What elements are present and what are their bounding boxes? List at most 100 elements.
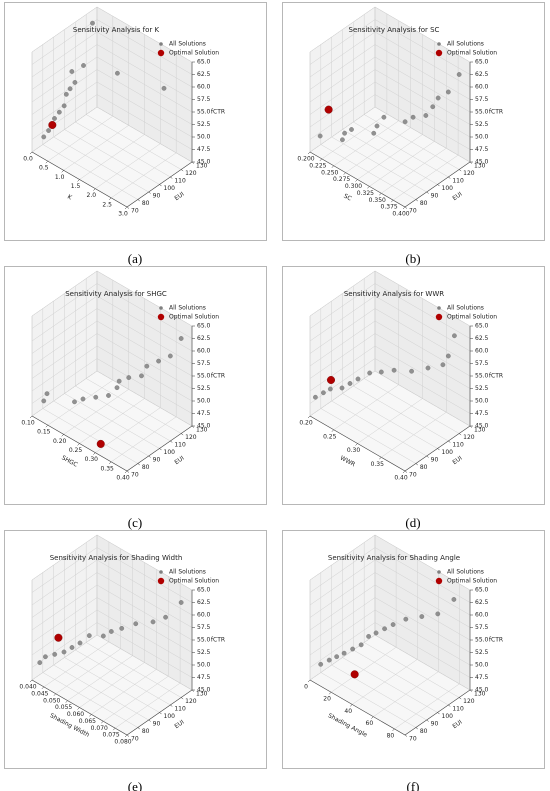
- optimal-point: [350, 670, 359, 679]
- data-point: [114, 385, 120, 391]
- data-point: [390, 622, 396, 627]
- data-point: [46, 128, 51, 133]
- data-point: [326, 657, 332, 663]
- legend-label: Optimal Solution: [169, 314, 219, 321]
- y-tick: [137, 199, 140, 202]
- x-tick: [93, 452, 96, 455]
- z-tick-label: 55.0: [197, 109, 211, 116]
- y-tick: [459, 697, 462, 700]
- x-tick-label: 0.325: [357, 190, 374, 197]
- axis-line: [309, 590, 471, 736]
- chart-title: Sensitivity Analysis for Shading Width: [50, 554, 183, 562]
- z-tick-label: 57.5: [197, 360, 211, 367]
- x-tick-label: 0.30: [85, 456, 99, 463]
- x-tick-label: 0.20: [53, 438, 67, 445]
- y-tick-label: 120: [185, 434, 197, 441]
- x-tick-label: 0.075: [103, 732, 120, 739]
- legend-marker: [157, 49, 165, 57]
- grid-line: [309, 572, 471, 628]
- z-axis-label: fCTR: [489, 373, 503, 380]
- grid-line: [31, 308, 193, 364]
- y-tick-label: 70: [131, 736, 139, 743]
- z-tick-label: 55.0: [197, 373, 211, 380]
- z-tick-label: 50.0: [197, 134, 211, 141]
- y-tick: [181, 697, 184, 700]
- chart-title: Sensitivity Analysis for K: [73, 26, 160, 34]
- y-tick-label: 120: [185, 170, 197, 177]
- x-tick: [61, 434, 64, 437]
- data-point: [321, 390, 326, 396]
- data-point: [402, 119, 408, 125]
- grid-line: [31, 559, 193, 616]
- data-point: [163, 614, 168, 620]
- y-tick-label: 70: [409, 472, 417, 479]
- y-tick: [159, 184, 162, 187]
- z-tick-label: 47.5: [475, 410, 489, 417]
- y-tick-label: 130: [196, 691, 208, 698]
- y-tick: [426, 719, 429, 722]
- x-tick: [89, 714, 92, 717]
- x-tick: [379, 457, 382, 460]
- x-tick: [379, 193, 382, 196]
- z-tick-label: 50.0: [475, 134, 489, 141]
- legend-marker: [159, 42, 163, 46]
- data-point: [67, 86, 73, 92]
- y-tick-label: 130: [196, 427, 208, 434]
- x-tick-label: 0.080: [114, 739, 131, 746]
- y-tick-label: 130: [474, 163, 486, 170]
- y-tick-label: 130: [196, 163, 208, 170]
- y-tick-label: 100: [164, 449, 176, 456]
- x-tick: [402, 206, 406, 210]
- legend-marker: [437, 42, 441, 46]
- y-tick-label: 70: [131, 472, 139, 479]
- y-tick-label: 80: [142, 464, 150, 471]
- y-tick-label: 130: [474, 427, 486, 434]
- y-tick-label: 80: [420, 464, 428, 471]
- data-point: [161, 85, 167, 91]
- z-tick-label: 50.0: [475, 662, 489, 669]
- z-tick-label: 62.5: [475, 71, 489, 78]
- y-axis-label: EUI: [451, 191, 463, 203]
- x-tick: [93, 188, 96, 191]
- x-tick-label: 0.40: [394, 475, 408, 482]
- data-point: [37, 660, 43, 666]
- data-point: [423, 113, 429, 118]
- z-tick-label: 45.0: [197, 159, 211, 166]
- data-point: [80, 396, 86, 402]
- y-axis-label: EUI: [451, 455, 463, 467]
- x-tick: [45, 160, 49, 164]
- x-tick-label: 0.200: [297, 156, 314, 163]
- data-point: [366, 633, 372, 639]
- data-point: [108, 629, 114, 634]
- x-tick: [307, 679, 311, 683]
- chart-title: Sensitivity Analysis for WWR: [344, 290, 444, 298]
- x-tick-label: 1.5: [71, 183, 81, 190]
- grid-line: [309, 283, 471, 339]
- grid-line: [309, 31, 471, 88]
- legend-label: All Solutions: [447, 569, 484, 576]
- x-tick-label: 3.0: [118, 211, 128, 218]
- grid-line: [309, 56, 471, 113]
- data-point: [106, 393, 111, 398]
- x-tick-label: 40: [344, 708, 352, 715]
- x-tick-label: 0.0: [23, 156, 33, 163]
- legend-marker: [157, 577, 165, 585]
- grid-line: [309, 333, 471, 389]
- optimal-point: [48, 120, 57, 129]
- y-tick: [426, 191, 429, 194]
- z-axis-label: fCTR: [211, 109, 225, 116]
- z-tick-label: 47.5: [475, 146, 489, 153]
- data-point: [43, 654, 48, 660]
- y-tick: [448, 440, 451, 443]
- z-tick-label: 60.0: [475, 348, 489, 355]
- grid-line: [31, 283, 193, 339]
- x-tick: [124, 470, 128, 474]
- z-tick-label: 45.0: [197, 687, 211, 694]
- x-tick-label: 0.225: [309, 162, 326, 169]
- legend-label: Optimal Solution: [169, 50, 219, 57]
- data-point: [178, 336, 184, 341]
- z-tick-label: 47.5: [475, 674, 489, 681]
- x-tick: [124, 734, 128, 738]
- y-tick-label: 90: [431, 457, 439, 464]
